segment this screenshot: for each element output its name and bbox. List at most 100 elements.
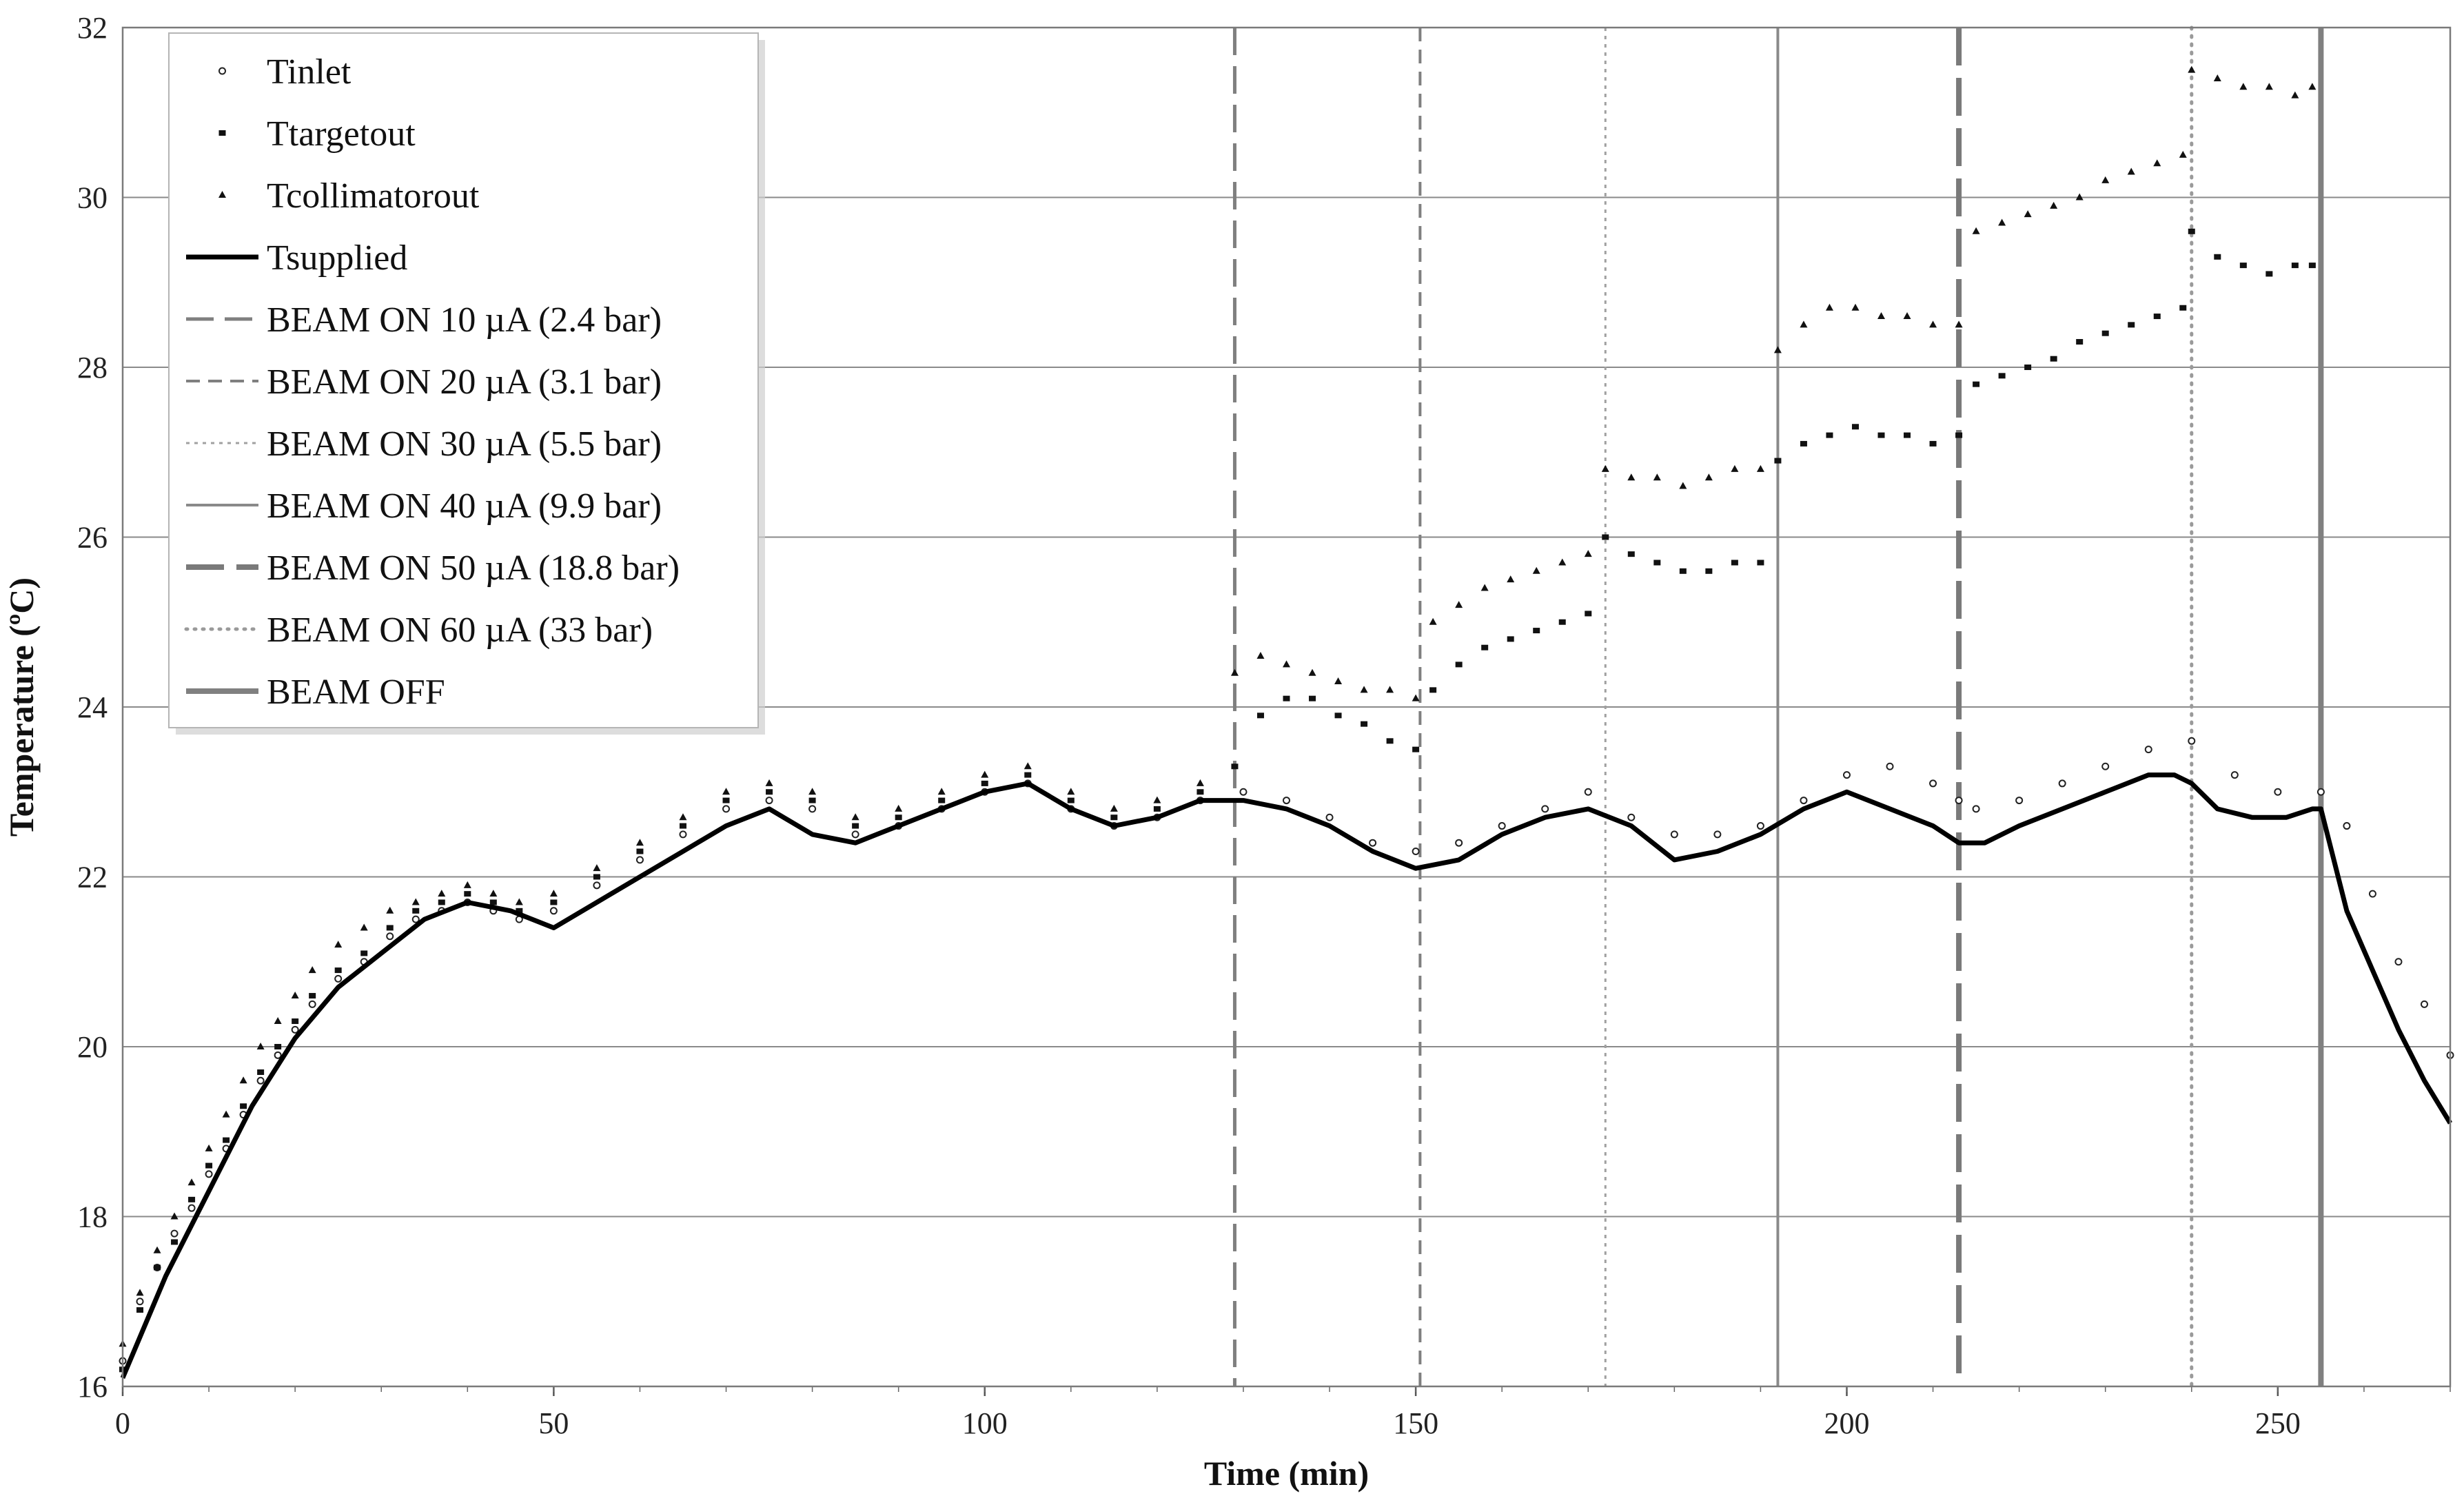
data-point-Ttargetout: [223, 1137, 230, 1143]
data-point-Tcollimatorout: [1334, 677, 1343, 685]
plot-frame: [121, 26, 2452, 1388]
data-point-Tcollimatorout: [239, 1076, 247, 1084]
data-point-Tinlet: [1670, 830, 1678, 839]
data-point-Ttargetout: [2308, 263, 2316, 269]
data-point-Tinlet: [2015, 797, 2024, 805]
y-tick-label: 24: [77, 690, 108, 724]
data-point-Ttargetout: [2050, 356, 2057, 362]
data-point-Tcollimatorout: [1679, 482, 1687, 489]
data-point-Ttargetout: [309, 993, 316, 999]
data-point-Ttargetout: [1231, 763, 1239, 770]
data-point-Tinlet: [170, 1229, 179, 1238]
data-point-Tcollimatorout: [438, 890, 446, 897]
data-point-Ttargetout: [1851, 424, 1859, 430]
data-point-Tinlet: [334, 974, 343, 983]
y-tick-label: 30: [77, 181, 108, 215]
data-point-Tinlet: [2394, 958, 2403, 966]
data-point-Tcollimatorout: [136, 1289, 144, 1296]
data-point-Tinlet: [1955, 797, 1963, 805]
legend-swatch-marker: [218, 67, 226, 75]
data-point-Ttargetout: [489, 899, 497, 905]
data-point-Ttargetout: [2024, 365, 2032, 370]
data-point-Tcollimatorout: [1800, 320, 1808, 328]
data-point-Tcollimatorout: [2075, 193, 2084, 201]
data-point-Ttargetout: [1998, 373, 2006, 379]
data-point-Tcollimatorout: [1230, 668, 1239, 676]
data-point-Tcollimatorout: [2213, 74, 2221, 81]
data-point-Ttargetout: [205, 1162, 213, 1169]
data-point-Tcollimatorout: [1972, 227, 1980, 234]
data-point-Tcollimatorout: [1283, 660, 1290, 668]
data-point-Tcollimatorout: [1903, 312, 1911, 320]
data-point-Ttargetout: [808, 797, 816, 803]
data-point-Tinlet: [549, 907, 558, 915]
data-point-Ttargetout: [2153, 314, 2161, 320]
data-point-Tcollimatorout: [1429, 617, 1437, 625]
data-point-Ttargetout: [895, 814, 902, 821]
data-point-Tcollimatorout: [2127, 167, 2135, 175]
data-point-Tcollimatorout: [2101, 176, 2110, 183]
data-point-Ttargetout: [852, 823, 859, 829]
data-point-Ttargetout: [1705, 568, 1713, 574]
x-tick-label: 0: [115, 1406, 130, 1440]
legend: Tinlet Ttargetout Tcollimatorout Tsupplied B…: [168, 32, 765, 735]
data-point-Tcollimatorout: [1412, 694, 1420, 701]
data-point-Tinlet: [2058, 779, 2066, 788]
data-point-Tcollimatorout: [1998, 218, 2006, 226]
data-point-Tinlet: [1412, 848, 1420, 856]
data-point-Tinlet: [2343, 822, 2351, 830]
data-point-Tcollimatorout: [153, 1246, 161, 1253]
data-point-Ttargetout: [2101, 330, 2109, 336]
data-point-Tinlet: [1283, 797, 1290, 805]
data-point-Tinlet: [722, 805, 731, 813]
data-point-Tinlet: [136, 1298, 144, 1306]
y-tick-label: 18: [77, 1200, 108, 1234]
data-point-Tcollimatorout: [1773, 346, 1782, 353]
y-tick-label: 32: [77, 11, 108, 45]
data-point-Tcollimatorout: [2308, 83, 2317, 90]
data-point-Ttargetout: [1429, 687, 1437, 693]
data-point-Tcollimatorout: [1877, 312, 1886, 320]
data-point-Ttargetout: [2188, 228, 2195, 234]
data-point-Ttargetout: [766, 789, 773, 795]
data-point-Tinlet: [765, 797, 773, 805]
data-point-Ttargetout: [2179, 305, 2187, 311]
data-point-Tinlet: [386, 932, 394, 941]
y-tick-label: 28: [77, 351, 108, 385]
data-point-Ttargetout: [188, 1196, 196, 1202]
data-point-Tinlet: [1756, 822, 1764, 830]
data-point-Tcollimatorout: [308, 966, 316, 974]
data-point-Ttargetout: [438, 899, 445, 905]
data-point-Tcollimatorout: [593, 864, 601, 872]
data-point-Ttargetout: [722, 797, 730, 803]
legend-label: BEAM ON 60 µA (33 bar): [267, 611, 653, 650]
x-tick-label: 200: [1824, 1406, 1869, 1440]
data-point-Ttargetout: [274, 1044, 282, 1049]
data-point-Tcollimatorout: [205, 1144, 213, 1151]
data-point-Tinlet: [2101, 762, 2110, 770]
legend-swatch-marker: [218, 130, 226, 136]
data-point-Ttargetout: [516, 908, 523, 914]
data-point-Ttargetout: [1386, 738, 1394, 744]
legend-label: BEAM ON 40 µA (9.9 bar): [267, 486, 662, 526]
data-point-Tcollimatorout: [489, 890, 498, 897]
data-point-Tcollimatorout: [2024, 210, 2032, 218]
data-point-Ttargetout: [1929, 440, 1937, 447]
data-point-Tcollimatorout: [274, 1017, 282, 1025]
data-point-Tcollimatorout: [1601, 464, 1609, 472]
data-point-Ttargetout: [464, 891, 471, 897]
data-point-Tcollimatorout: [1480, 584, 1489, 591]
data-point-Tcollimatorout: [2188, 65, 2196, 73]
data-point-Tcollimatorout: [1067, 788, 1075, 795]
y-tick-label: 20: [77, 1030, 108, 1064]
data-point-Ttargetout: [136, 1307, 144, 1313]
data-point-Ttargetout: [1197, 789, 1204, 795]
data-point-Ttargetout: [240, 1103, 247, 1109]
data-point-Tcollimatorout: [1825, 303, 1833, 311]
x-tick-label: 150: [1393, 1406, 1438, 1440]
data-point-Tinlet: [1541, 805, 1549, 813]
data-point-Tcollimatorout: [222, 1110, 230, 1118]
data-point-Tcollimatorout: [2239, 83, 2248, 90]
data-point-Ttargetout: [1153, 806, 1161, 812]
